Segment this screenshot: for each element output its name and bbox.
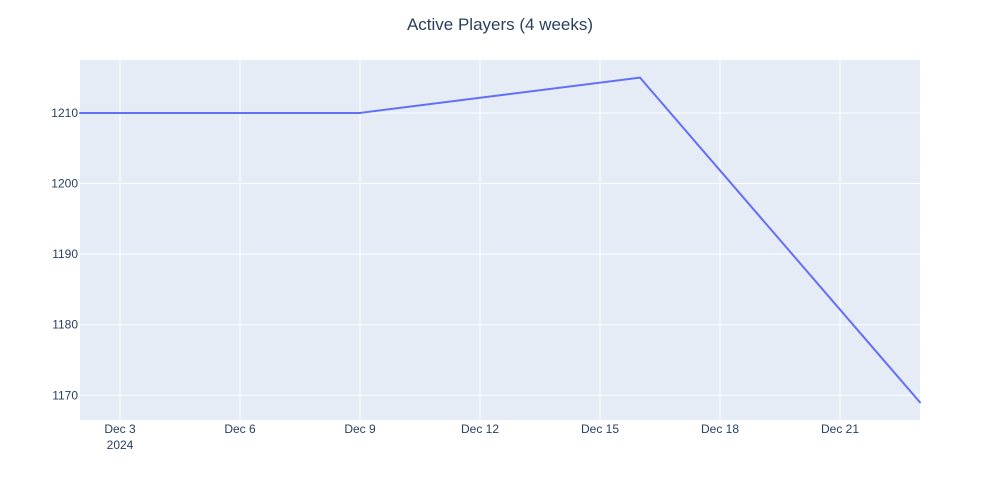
x-tick-label: Dec 3 <box>104 422 136 436</box>
x-tick-label: Dec 6 <box>224 422 256 436</box>
x-tick-label: Dec 18 <box>701 422 739 436</box>
y-tick-label: 1190 <box>52 247 78 261</box>
x-tick-label: Dec 9 <box>344 422 376 436</box>
x-tick-year-label: 2024 <box>107 438 134 452</box>
data-point <box>639 76 641 79</box>
series-line-0 <box>80 76 921 404</box>
x-axis-ticks: Dec 3 2024 Dec 6 Dec 9 Dec 12 Dec 15 Dec 18 Dec… <box>104 422 859 452</box>
data-point <box>919 401 921 404</box>
data-point <box>79 111 81 114</box>
y-tick-label: 1200 <box>51 177 78 191</box>
data-point <box>359 111 361 114</box>
series-layer <box>79 76 921 404</box>
x-tick-label: Dec 15 <box>581 422 619 436</box>
x-tick-label: Dec 12 <box>461 422 499 436</box>
y-axis-ticks: 1170 1180 1190 1200 1210 <box>51 106 78 402</box>
x-tick-label: Dec 21 <box>821 422 859 436</box>
y-tick-label: 1210 <box>51 106 78 120</box>
plot-area <box>80 60 920 420</box>
y-tick-label: 1180 <box>52 318 78 332</box>
chart-title: Active Players (4 weeks) <box>407 15 593 34</box>
y-tick-label: 1170 <box>52 388 78 402</box>
